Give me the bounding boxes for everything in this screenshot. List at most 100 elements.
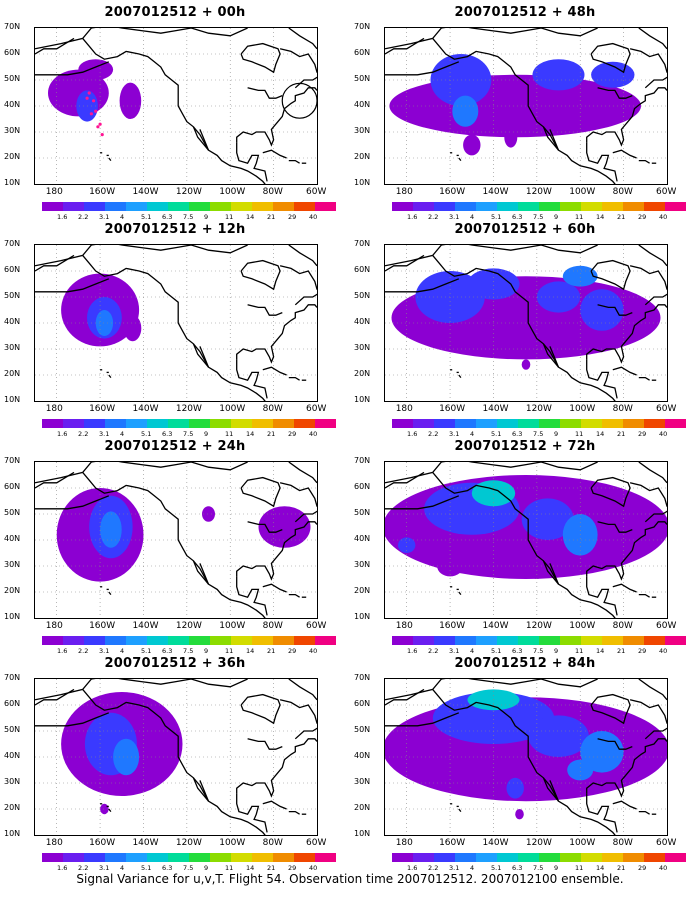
- variance-map: [34, 461, 318, 619]
- coastline: [82, 471, 266, 618]
- colorbar-swatch: [392, 853, 413, 862]
- coastline: [458, 808, 462, 813]
- coastline: [385, 254, 425, 272]
- coastline: [458, 374, 462, 379]
- colorbar-label: 3.1: [449, 430, 460, 438]
- colorbar-label: 29: [288, 864, 297, 872]
- colorbar-label: 2.2: [78, 430, 89, 438]
- colorbar-swatch: [497, 853, 518, 862]
- colorbar-swatch: [644, 202, 665, 211]
- coastline: [590, 693, 631, 725]
- coastline: [236, 738, 317, 798]
- colorbar-swatch: [581, 636, 602, 645]
- colorbar: [42, 202, 336, 211]
- colorbar-swatch: [168, 853, 189, 862]
- colorbar-swatch: [42, 202, 63, 211]
- longitude-label: 100W: [569, 404, 596, 414]
- flight-track-point: [85, 96, 89, 100]
- colorbar-swatch: [168, 202, 189, 211]
- coastline: [108, 374, 112, 379]
- colorbar-label: 7.5: [533, 647, 544, 655]
- colorbar-label: 29: [288, 213, 297, 221]
- coastline: [35, 254, 75, 272]
- colorbar-label: 40: [659, 864, 668, 872]
- variance-region: [202, 506, 215, 522]
- colorbar-swatch: [210, 419, 231, 428]
- longitude-label: 120W: [525, 187, 552, 197]
- coastline: [586, 576, 618, 616]
- colorbar-swatch: [581, 419, 602, 428]
- latitude-label: 10N: [4, 178, 21, 187]
- colorbar-label: 1.6: [407, 213, 418, 221]
- colorbar-swatch: [231, 636, 252, 645]
- colorbar-label: 5.1: [491, 430, 502, 438]
- coastline: [586, 793, 618, 833]
- latitude-label: 50N: [354, 725, 371, 734]
- variance-region: [528, 715, 589, 757]
- colorbar-swatch: [63, 419, 84, 428]
- colorbar-label: 40: [309, 213, 318, 221]
- colorbar-swatch: [105, 853, 126, 862]
- latitude-label: 50N: [354, 291, 371, 300]
- colorbar-swatch: [315, 853, 336, 862]
- variance-map: [384, 678, 668, 836]
- colorbar-swatch: [42, 419, 63, 428]
- variance-region: [452, 95, 479, 127]
- colorbar-label: 21: [617, 864, 626, 872]
- variance-region: [95, 310, 114, 336]
- colorbar-label: 7.5: [533, 864, 544, 872]
- coastline: [385, 278, 460, 293]
- colorbar-label: 5.1: [141, 430, 152, 438]
- coastline: [108, 808, 112, 813]
- coastline: [385, 245, 598, 267]
- colorbar-swatch: [476, 853, 497, 862]
- variance-region: [532, 59, 585, 91]
- variance-region: [504, 126, 518, 148]
- colorbar-label: 29: [288, 430, 297, 438]
- colorbar-label: 40: [309, 647, 318, 655]
- variance-region: [113, 738, 140, 776]
- flight-track-point: [94, 109, 98, 113]
- colorbar-swatch: [539, 853, 560, 862]
- coastline: [432, 254, 616, 401]
- colorbar-label: 21: [267, 213, 276, 221]
- colorbar-label: 7.5: [183, 647, 194, 655]
- colorbar-swatch: [210, 853, 231, 862]
- longitude-label: 160W: [89, 838, 116, 848]
- coastline: [638, 245, 667, 267]
- latitude-label: 70N: [354, 22, 371, 31]
- colorbar-label: 4: [470, 430, 475, 438]
- longitude-label: 180: [45, 404, 63, 414]
- latitude-label: 20N: [4, 152, 21, 161]
- variance-region: [123, 315, 142, 342]
- coastline: [597, 304, 633, 316]
- latitude-label: 70N: [4, 673, 21, 682]
- colorbar-label: 5.1: [141, 213, 152, 221]
- colorbar-label: 29: [638, 864, 647, 872]
- longitude-label: 120W: [175, 838, 202, 848]
- coastline: [240, 693, 281, 725]
- coastline: [432, 688, 616, 835]
- coastline: [35, 61, 110, 76]
- colorbar-label: 11: [225, 864, 234, 872]
- longitude-label: 60W: [306, 838, 327, 848]
- colorbar-label: 9: [554, 213, 559, 221]
- coastline: [82, 37, 266, 184]
- coastline: [35, 495, 110, 510]
- coastline: [108, 591, 112, 596]
- colorbar-swatch: [189, 419, 210, 428]
- colorbar-swatch: [63, 202, 84, 211]
- colorbar-swatch: [644, 636, 665, 645]
- coastline: [385, 37, 425, 55]
- colorbar-label: 3.1: [99, 647, 110, 655]
- colorbar-swatch: [42, 853, 63, 862]
- coastline: [288, 159, 300, 164]
- variance-region: [78, 59, 114, 80]
- coastline: [240, 42, 281, 74]
- colorbar-swatch: [623, 853, 644, 862]
- variance-region: [100, 511, 122, 548]
- coastline: [240, 476, 281, 508]
- colorbar-swatch: [476, 202, 497, 211]
- coastline: [279, 482, 317, 523]
- latitude-label: 70N: [354, 673, 371, 682]
